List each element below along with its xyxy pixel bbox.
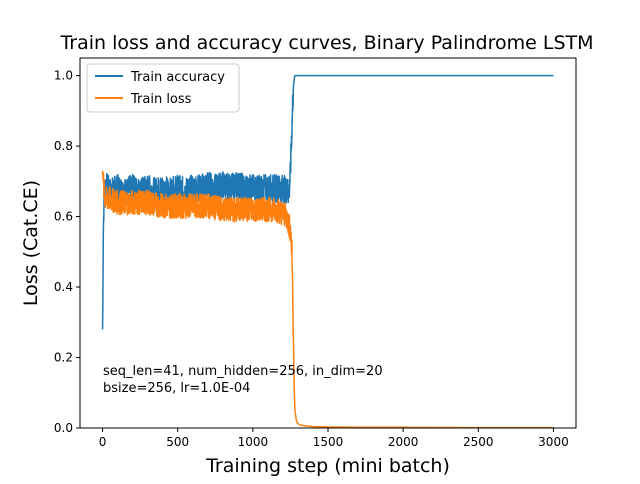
x-axis-label: Training step (mini batch) (205, 455, 450, 477)
chart-annotation: seq_len=41, num_hidden=256, in_dim=20 bs… (103, 364, 383, 396)
y-tick-label: 0.6 (54, 210, 73, 224)
y-tick-label: 0.2 (54, 351, 73, 365)
legend-label-train-accuracy: Train accuracy (130, 70, 225, 85)
chart-legend: Train accuracy Train loss (86, 63, 240, 113)
y-axis-ticks: 0.0 0.2 0.4 0.6 0.8 1.0 (54, 69, 80, 435)
x-tick-label: 3000 (538, 435, 569, 449)
y-tick-label: 0.4 (54, 280, 73, 294)
annotation-line-1: seq_len=41, num_hidden=256, in_dim=20 (103, 364, 383, 379)
x-tick-label: 2000 (388, 435, 419, 449)
x-tick-label: 2500 (463, 435, 494, 449)
legend-box (86, 63, 240, 113)
x-tick-label: 0 (99, 435, 107, 449)
y-tick-label: 0.8 (54, 139, 73, 153)
y-tick-label: 1.0 (54, 69, 73, 83)
legend-label-train-loss: Train loss (130, 92, 192, 107)
x-tick-label: 500 (166, 435, 189, 449)
chart-title: Train loss and accuracy curves, Binary P… (59, 32, 593, 54)
y-tick-label: 0.0 (54, 421, 73, 435)
annotation-line-2: bsize=256, lr=1.0E-04 (103, 381, 250, 396)
x-tick-label: 1500 (313, 435, 344, 449)
x-tick-label: 1000 (238, 435, 269, 449)
x-axis-ticks: 0 500 1000 1500 2000 2500 3000 (99, 428, 569, 449)
y-axis-label: Loss (Cat.CE) (20, 180, 42, 306)
